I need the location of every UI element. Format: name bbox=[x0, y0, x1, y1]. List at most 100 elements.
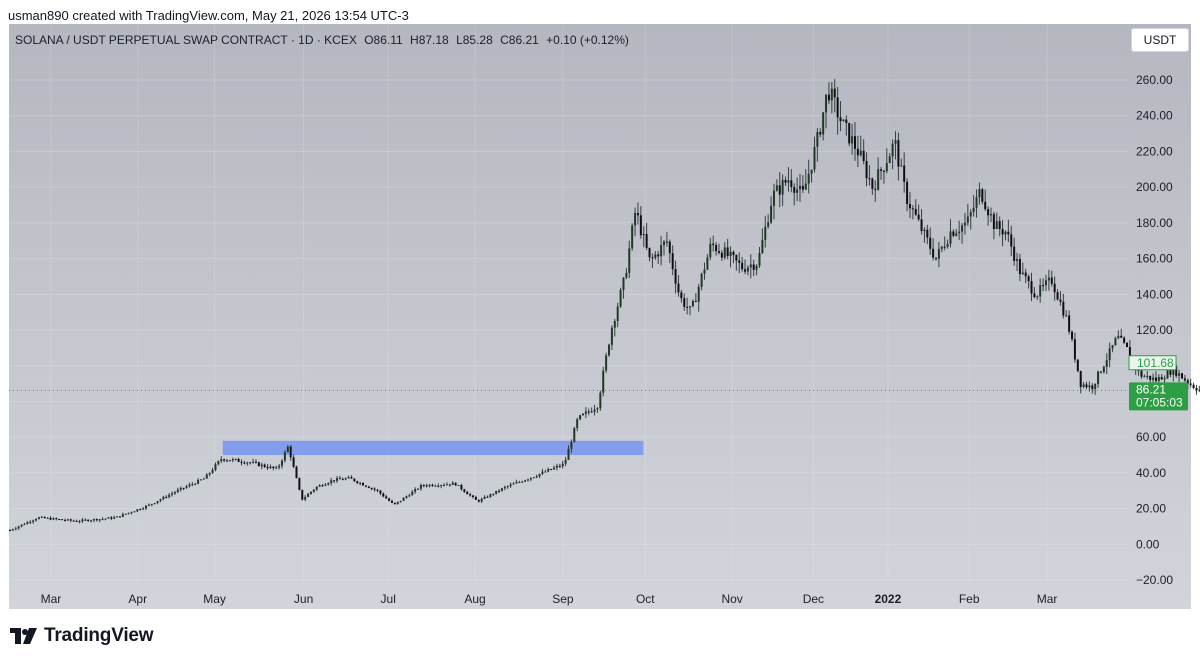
candle-body bbox=[408, 495, 411, 497]
candle-body bbox=[799, 185, 802, 190]
candle-body bbox=[952, 231, 955, 236]
candle-body bbox=[709, 243, 712, 258]
candle-body bbox=[995, 221, 998, 230]
candle-body bbox=[11, 529, 14, 531]
candle-body bbox=[188, 484, 191, 487]
candle-body bbox=[752, 264, 755, 270]
candle-body bbox=[364, 485, 367, 487]
candle-body bbox=[827, 94, 830, 101]
candle-body bbox=[1183, 378, 1186, 381]
candle-body bbox=[906, 181, 909, 205]
candle-body bbox=[460, 485, 463, 490]
candle-body bbox=[1033, 293, 1036, 298]
x-tick-label: Sep bbox=[552, 592, 574, 606]
candle-body bbox=[1140, 370, 1143, 377]
candle-body bbox=[75, 520, 78, 522]
candle-body bbox=[732, 251, 735, 256]
y-tick-label: 140.00 bbox=[1136, 287, 1173, 301]
candle-body bbox=[289, 446, 292, 458]
candle-body bbox=[49, 517, 52, 520]
candle-body bbox=[856, 148, 859, 156]
candle-body bbox=[836, 97, 839, 118]
candle-body bbox=[445, 484, 448, 486]
candle-body bbox=[804, 183, 807, 190]
candle-body bbox=[596, 408, 599, 410]
candle-body bbox=[877, 169, 880, 190]
candle-body bbox=[9, 530, 11, 532]
candle-body bbox=[437, 485, 440, 487]
candle-body bbox=[483, 496, 486, 499]
candle-body bbox=[69, 519, 72, 521]
candle-body bbox=[1105, 360, 1108, 367]
y-tick-label: 200.00 bbox=[1136, 180, 1173, 194]
candle-body bbox=[147, 504, 150, 506]
candle-body bbox=[851, 136, 854, 144]
candle-body bbox=[440, 485, 443, 487]
candle-body bbox=[697, 286, 700, 302]
y-tick-label: 160.00 bbox=[1136, 252, 1173, 266]
chart-area[interactable] bbox=[9, 24, 1191, 609]
candle-body bbox=[1117, 335, 1120, 339]
candle-body bbox=[599, 392, 602, 409]
candle-body bbox=[706, 257, 709, 270]
candle-body bbox=[825, 94, 828, 113]
candle-body bbox=[1027, 276, 1030, 282]
candle-body bbox=[935, 257, 938, 259]
candle-body bbox=[987, 209, 990, 216]
candle-body bbox=[787, 180, 790, 183]
candle-body bbox=[419, 484, 422, 489]
candle-body bbox=[1010, 234, 1013, 247]
x-tick-label: Jun bbox=[294, 592, 313, 606]
candle-body bbox=[888, 156, 891, 164]
candle-body bbox=[171, 493, 174, 495]
candle-body bbox=[90, 520, 93, 522]
candle-body bbox=[1154, 377, 1157, 381]
tradingview-wordmark: TradingView bbox=[44, 625, 154, 646]
candle-body bbox=[301, 489, 304, 500]
candle-body bbox=[260, 464, 263, 467]
candle-body bbox=[1039, 285, 1042, 297]
candle-body bbox=[671, 253, 674, 270]
candle-body bbox=[353, 478, 356, 482]
candle-body bbox=[145, 505, 148, 509]
candle-body bbox=[281, 460, 284, 466]
y-tick-label: 0.00 bbox=[1136, 537, 1160, 551]
candle-body bbox=[903, 165, 906, 182]
candle-body bbox=[796, 189, 799, 193]
candle-body bbox=[226, 460, 229, 462]
candle-body bbox=[182, 487, 185, 489]
candle-body bbox=[564, 459, 567, 464]
candle-body bbox=[295, 466, 298, 479]
candle-body bbox=[700, 273, 703, 287]
candle-body bbox=[622, 277, 625, 290]
candle-body bbox=[636, 213, 639, 216]
candle-body bbox=[955, 233, 958, 236]
candle-body bbox=[923, 229, 926, 232]
candle-body bbox=[35, 519, 38, 521]
candle-body bbox=[32, 520, 35, 522]
candle-body bbox=[498, 490, 501, 492]
candle-body bbox=[1018, 258, 1021, 275]
candle-body bbox=[78, 521, 81, 523]
candle-body bbox=[1047, 277, 1050, 281]
candle-body bbox=[101, 518, 104, 520]
candle-body bbox=[393, 502, 396, 504]
candle-body bbox=[920, 219, 923, 232]
candle-body bbox=[249, 462, 252, 464]
candle-body bbox=[978, 189, 981, 198]
candle-body bbox=[833, 88, 836, 98]
candle-body bbox=[223, 459, 226, 461]
candle-body bbox=[689, 306, 692, 308]
candle-body bbox=[654, 254, 657, 259]
candle-body bbox=[998, 221, 1001, 229]
candle-body bbox=[1076, 359, 1079, 371]
candle-body bbox=[237, 458, 240, 462]
candle-body bbox=[868, 178, 871, 180]
currency-button[interactable]: USDT bbox=[1131, 28, 1189, 52]
candle-body bbox=[984, 201, 987, 210]
candle-body bbox=[590, 411, 593, 413]
candle-body bbox=[593, 409, 596, 412]
candle-body bbox=[142, 508, 145, 510]
candle-body bbox=[1097, 371, 1100, 384]
x-tick-label: Mar bbox=[1037, 592, 1058, 606]
